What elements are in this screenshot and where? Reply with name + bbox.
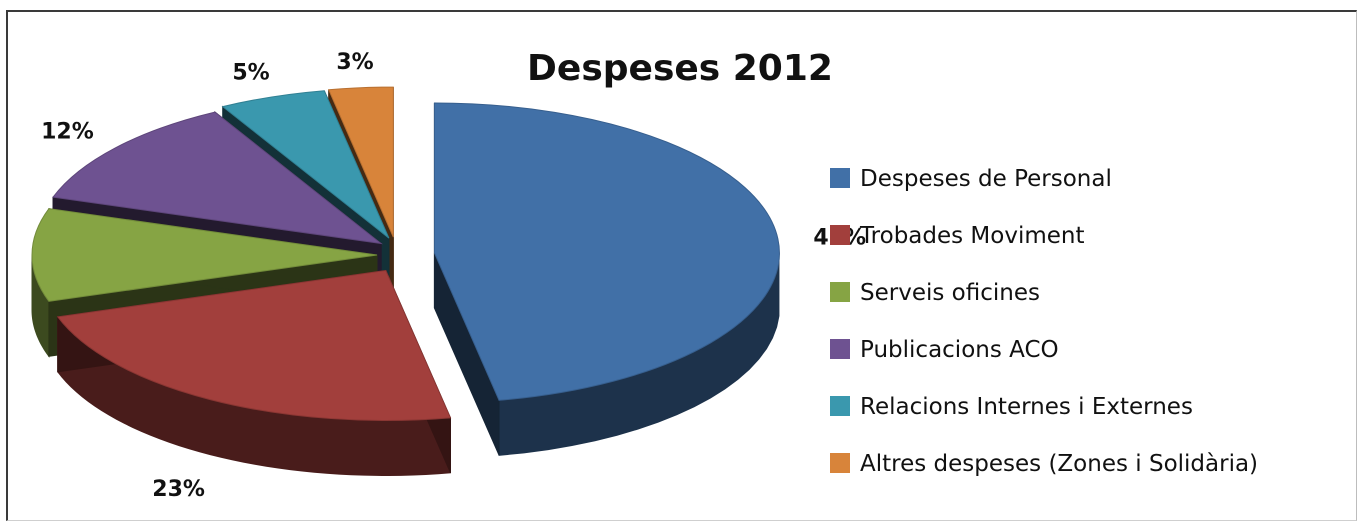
legend-swatch bbox=[830, 453, 850, 473]
legend-label: Despeses de Personal bbox=[860, 166, 1112, 192]
pie-slice bbox=[56, 269, 452, 421]
value-label: 5% bbox=[232, 61, 269, 86]
legend-label: Altres despeses (Zones i Solidària) bbox=[860, 451, 1258, 477]
pie-slices bbox=[31, 86, 780, 476]
chart-title: Despeses 2012 bbox=[527, 48, 833, 89]
value-labels: 47%23%10%12%5%3% bbox=[41, 50, 866, 502]
value-label: 12% bbox=[41, 120, 94, 145]
pie-slice bbox=[433, 102, 780, 401]
legend-label: Trobades Moviment bbox=[859, 223, 1085, 249]
value-label: 23% bbox=[152, 477, 205, 502]
legend-label: Serveis oficines bbox=[860, 280, 1040, 306]
legend-swatch bbox=[830, 168, 850, 188]
value-label: 3% bbox=[336, 50, 373, 75]
pie-slice bbox=[221, 90, 390, 239]
pie-slice bbox=[31, 208, 378, 302]
legend-swatch bbox=[830, 339, 850, 359]
legend-label: Relacions Internes i Externes bbox=[860, 394, 1193, 420]
legend-swatch bbox=[830, 396, 850, 416]
pie-slice bbox=[52, 111, 383, 245]
pie-slice bbox=[327, 86, 394, 238]
legend: Despeses de Personal Trobades Moviment Ser… bbox=[830, 166, 1258, 477]
legend-swatch bbox=[830, 282, 850, 302]
legend-swatch bbox=[830, 225, 850, 245]
legend-label: Publicacions ACO bbox=[860, 337, 1059, 363]
